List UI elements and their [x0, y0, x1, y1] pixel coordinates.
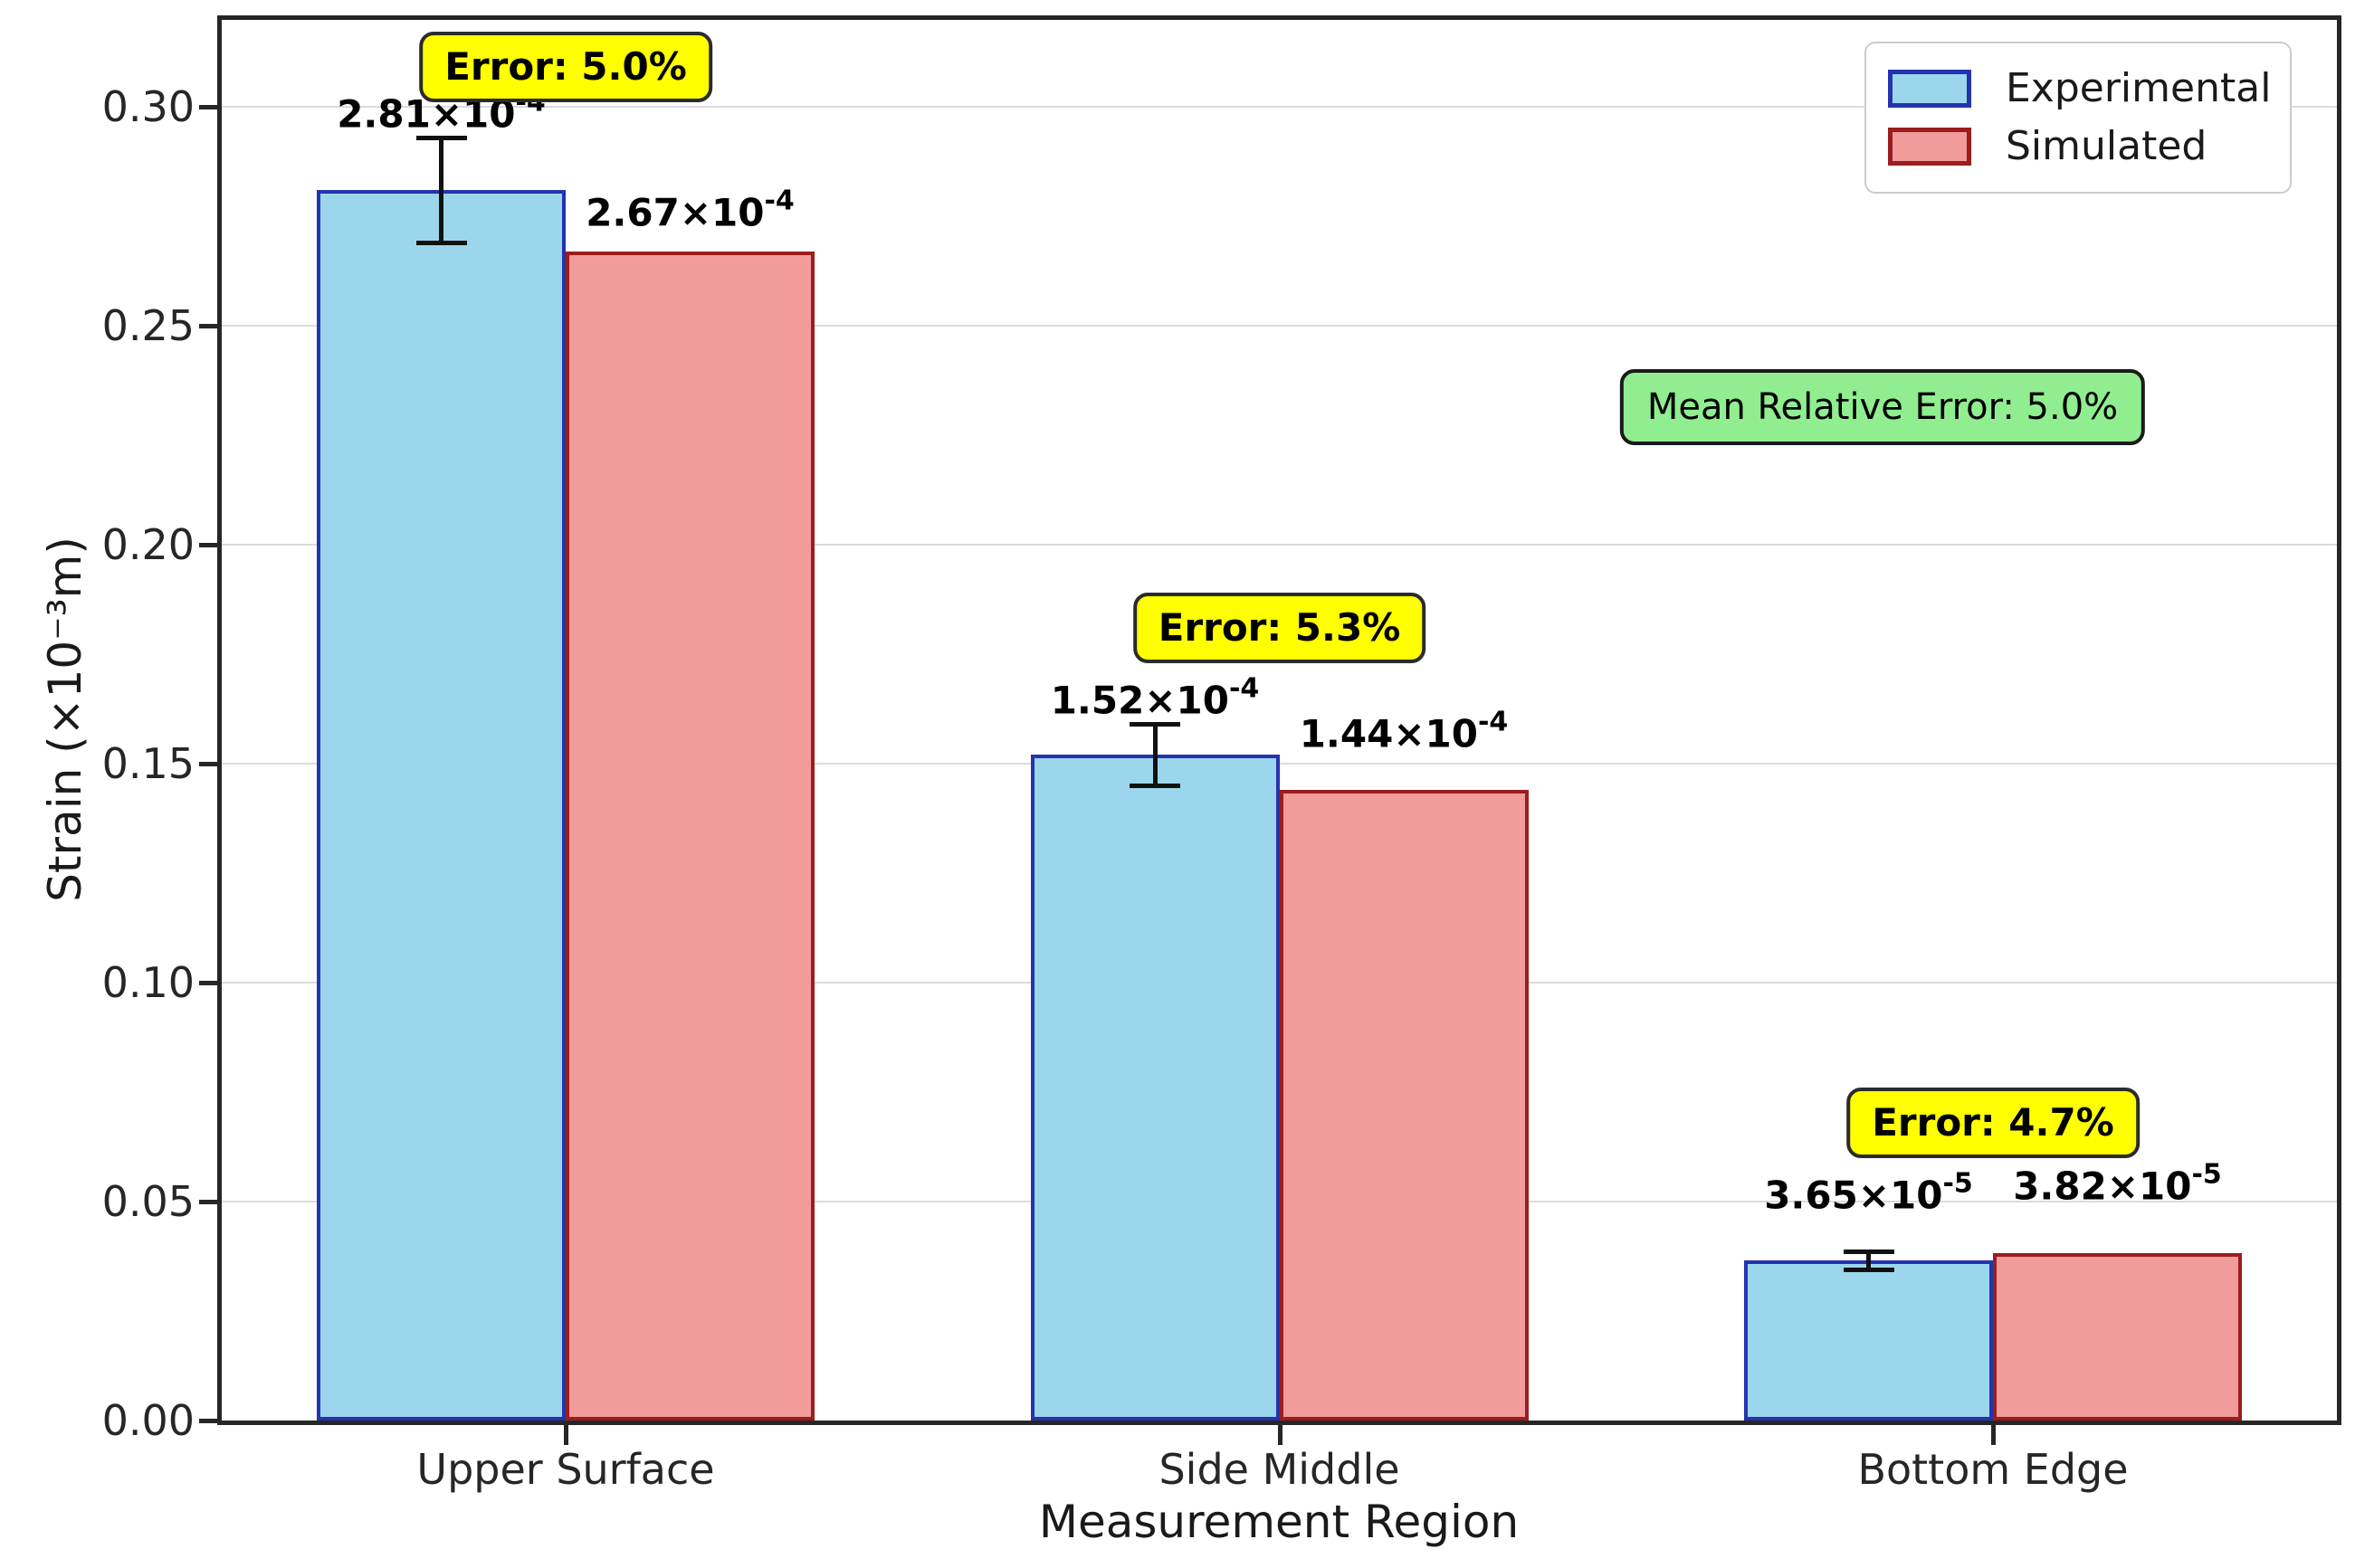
group-error-badge-side-middle: Error: 5.3% [1132, 592, 1426, 663]
gridline-y-0.25 [222, 325, 2337, 327]
x-tick-mark-side-middle [1277, 1425, 1282, 1445]
y-tick-label: 0.10 [101, 958, 195, 1007]
y-tick-mark [199, 981, 222, 985]
bar-simulated-upper-surface [566, 252, 815, 1421]
y-tick-mark [199, 1419, 222, 1423]
error-bar-cap [415, 240, 467, 245]
error-bar-stem [439, 135, 443, 245]
bar-value-label-simulated-upper-surface: 2.67×10-4 [586, 185, 795, 235]
plot-area: Experimental Simulated Mean Relative Erro… [217, 15, 2341, 1425]
x-tick-mark-bottom-edge [1991, 1425, 1996, 1445]
error-bar-side-middle [1130, 722, 1180, 789]
error-bar-upper-surface [415, 135, 467, 245]
legend-label: Experimental [2006, 65, 2272, 111]
legend-swatch-experimental [1888, 70, 1971, 108]
y-tick-label: 0.30 [101, 82, 195, 131]
y-tick-mark [199, 324, 222, 328]
y-tick-label: 0.05 [101, 1177, 195, 1226]
gridline-y-0.15 [222, 763, 2337, 765]
y-tick-mark [199, 1200, 222, 1204]
error-bar-cap [1843, 1268, 1894, 1273]
bar-value-label-experimental-side-middle: 1.52×10-4 [1050, 672, 1260, 723]
bar-value-label-simulated-side-middle: 1.44×10-4 [1299, 706, 1509, 756]
x-tick-label-bottom-edge: Bottom Edge [1857, 1445, 2129, 1494]
y-tick-mark [199, 762, 222, 766]
error-bar-cap [1130, 784, 1180, 789]
legend-label: Simulated [2006, 123, 2207, 169]
bar-experimental-side-middle [1030, 755, 1280, 1421]
group-error-badge-upper-surface: Error: 5.0% [419, 32, 712, 103]
bar-simulated-bottom-edge [1993, 1253, 2242, 1421]
y-axis-title: Strain (×10⁻³m) [39, 537, 91, 902]
y-tick-label: 0.20 [101, 520, 195, 569]
mean-relative-error-note: Mean Relative Error: 5.0% [1619, 369, 2146, 445]
group-error-badge-bottom-edge: Error: 4.7% [1846, 1087, 2140, 1158]
gridline-y-0.20 [222, 544, 2337, 546]
bar-simulated-side-middle [1279, 790, 1529, 1421]
legend-entry-experimental: Experimental [1888, 60, 2272, 118]
x-tick-label-upper-surface: Upper Surface [416, 1445, 715, 1494]
y-tick-mark [199, 543, 222, 547]
y-tick-label: 0.00 [101, 1396, 195, 1445]
legend: Experimental Simulated [1864, 42, 2292, 194]
y-tick-label: 0.15 [101, 739, 195, 788]
bar-value-label-simulated-bottom-edge: 3.82×10-5 [2013, 1158, 2222, 1209]
x-tick-mark-upper-surface [564, 1425, 568, 1445]
error-bar-bottom-edge [1843, 1250, 1894, 1273]
bar-value-label-experimental-bottom-edge: 3.65×10-5 [1764, 1167, 1973, 1218]
error-bar-stem [1866, 1250, 1871, 1273]
x-axis-title: Measurement Region [1038, 1496, 1520, 1548]
y-tick-label: 0.25 [101, 301, 195, 350]
y-tick-mark [199, 105, 222, 109]
x-tick-label-side-middle: Side Middle [1158, 1445, 1400, 1494]
bar-experimental-bottom-edge [1744, 1260, 1993, 1421]
bar-experimental-upper-surface [317, 190, 566, 1421]
error-bar-stem [1152, 722, 1158, 789]
gridline-y-0.30 [222, 106, 2337, 108]
legend-entry-simulated: Simulated [1888, 118, 2268, 176]
legend-swatch-simulated [1888, 128, 1971, 166]
